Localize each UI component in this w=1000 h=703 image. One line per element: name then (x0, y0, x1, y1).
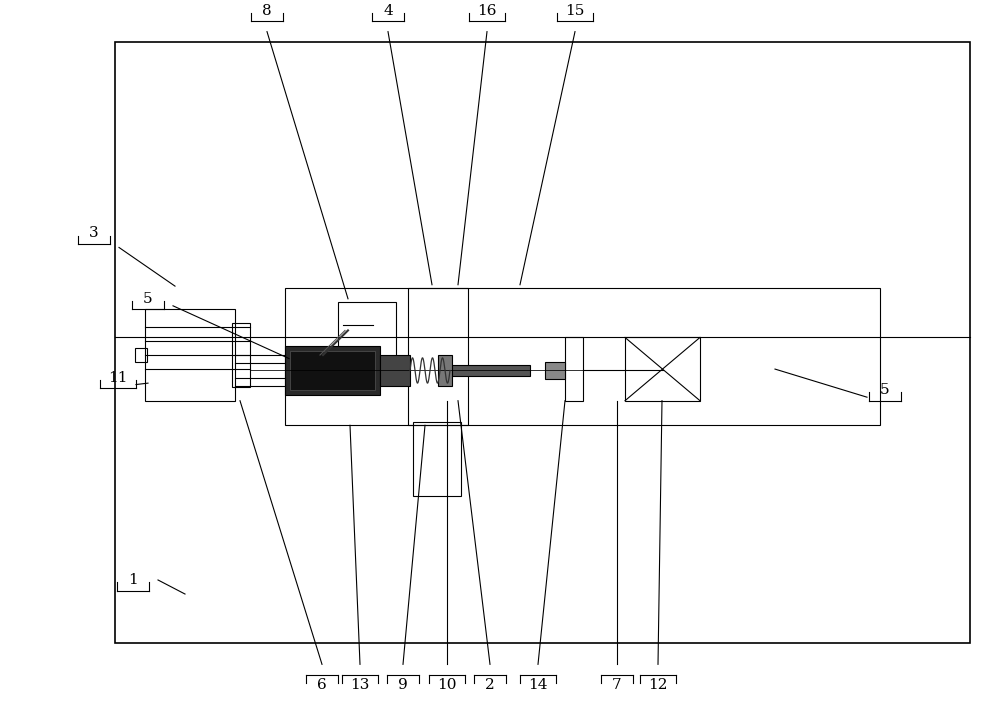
Text: 2: 2 (485, 678, 495, 692)
Bar (145, 309, 235, 401)
Text: 12: 12 (648, 678, 668, 692)
Text: 11: 11 (108, 370, 128, 385)
Bar (450, 365, 530, 376)
Bar (380, 355, 410, 386)
Text: 10: 10 (437, 678, 457, 692)
Bar (565, 337, 583, 401)
Text: 13: 13 (350, 678, 370, 692)
Bar (408, 288, 468, 425)
Bar (625, 337, 700, 401)
Text: 14: 14 (528, 678, 548, 692)
Bar (413, 422, 461, 496)
Bar (135, 348, 147, 362)
Bar (290, 351, 375, 390)
Text: 3: 3 (89, 226, 99, 240)
Text: 1: 1 (128, 573, 138, 587)
Text: 9: 9 (398, 678, 408, 692)
Text: 16: 16 (477, 4, 497, 18)
Text: 5: 5 (143, 292, 153, 306)
Bar (285, 346, 380, 395)
Bar (338, 302, 396, 369)
Text: 6: 6 (317, 678, 327, 692)
Bar (545, 362, 565, 379)
Text: 4: 4 (383, 4, 393, 18)
Bar (115, 42, 970, 643)
Text: 7: 7 (612, 678, 622, 692)
Text: 8: 8 (262, 4, 272, 18)
Bar (285, 288, 880, 425)
Bar (232, 323, 250, 387)
Bar (438, 355, 452, 386)
Text: 5: 5 (880, 383, 890, 397)
Text: 15: 15 (565, 4, 585, 18)
